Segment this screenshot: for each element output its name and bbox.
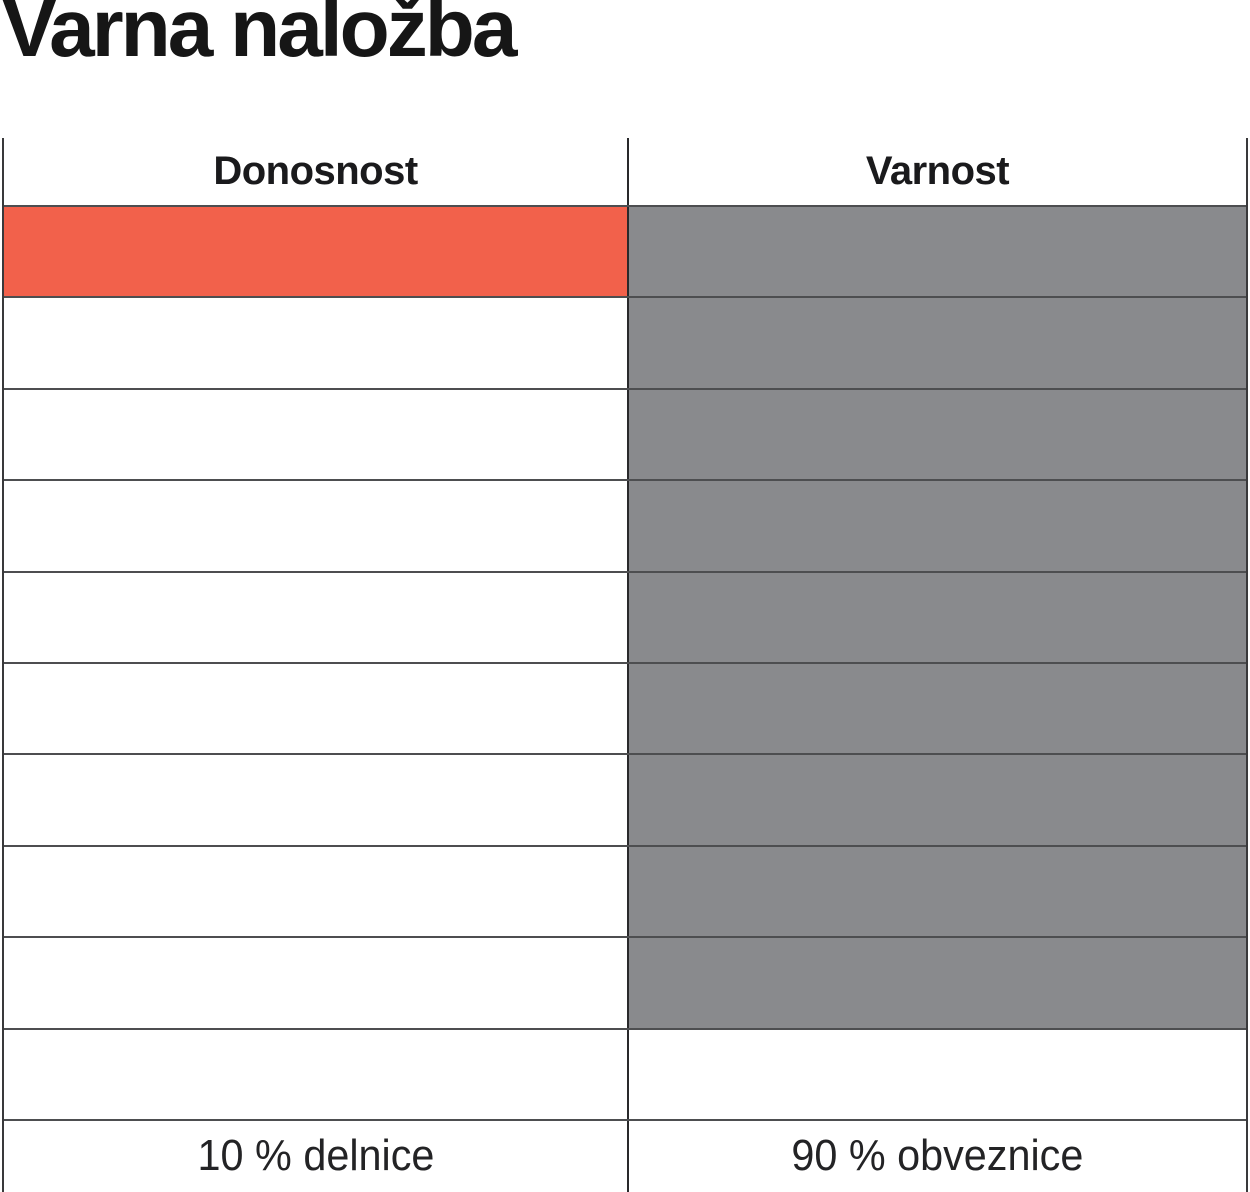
delnice-footer-cell: 10 % delnice [4,1120,629,1192]
donosnost-cell [4,755,629,845]
investment-grid: Donosnost Varnost 10 % delnice 90 % obve… [2,138,1248,1192]
grid-row [4,479,1246,571]
donosnost-header-label: Donosnost [213,149,418,193]
grid-row [4,753,1246,845]
varnost-cell [629,1030,1246,1119]
donosnost-cell [4,1029,629,1119]
obveznice-footer-label: 90 % obveznice [791,1131,1084,1181]
varnost-cell [629,207,1246,297]
varnost-cell [629,572,1246,662]
donosnost-cell [4,938,629,1028]
delnice-footer-label: 10 % delnice [197,1131,434,1181]
donosnost-cell [4,572,629,662]
varnost-cell [629,755,1246,845]
grid-row [4,570,1246,662]
page-title: Varna naložba [2,0,517,74]
header-row: Donosnost Varnost [4,138,1246,205]
grid-row [4,205,1246,297]
varnost-cell [629,846,1246,937]
donosnost-cell [4,389,629,480]
varnost-cell [629,663,1246,754]
varnost-cell [629,389,1246,480]
grid-row [4,1027,1246,1119]
donosnost-cell [4,481,629,571]
grid-row [4,661,1246,754]
varnost-cell [629,938,1246,1028]
obveznice-footer-cell: 90 % obveznice [629,1121,1246,1192]
grid-row [4,844,1246,937]
grid-row [4,296,1246,388]
donosnost-cell [4,846,629,937]
donosnost-header-cell: Donosnost [4,138,629,205]
varnost-cell [629,481,1246,571]
donosnost-cell [4,663,629,754]
varnost-cell [629,298,1246,388]
donosnost-cell [4,298,629,388]
footer-row: 10 % delnice 90 % obveznice [4,1118,1246,1192]
varnost-header-label: Varnost [865,149,1010,193]
grid-row [4,936,1246,1028]
grid-row [4,387,1246,480]
varnost-header-cell: Varnost [629,138,1246,205]
donosnost-cell [4,207,629,297]
